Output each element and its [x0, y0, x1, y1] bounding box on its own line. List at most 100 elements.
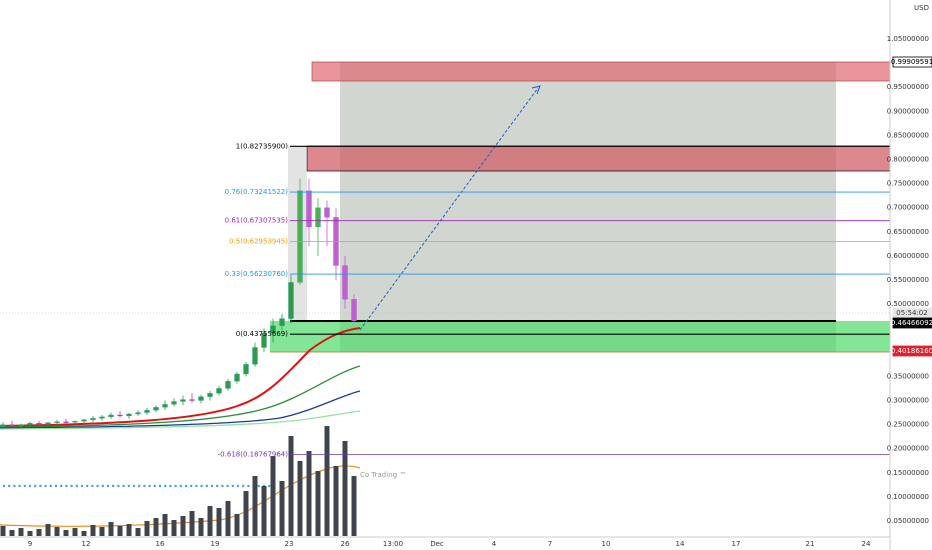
fib-label: -0.618(0.18767964)	[218, 451, 289, 459]
indicator-dots	[2, 484, 271, 488]
volume-bar	[225, 501, 231, 536]
price-label: 0.05000000	[887, 517, 929, 525]
support-zone	[270, 321, 893, 352]
candle-body	[342, 265, 348, 300]
volume-bar	[63, 530, 69, 536]
dot	[80, 484, 84, 488]
dot	[49, 484, 52, 488]
price-label: 0.50000000	[887, 300, 929, 308]
dot	[91, 484, 94, 488]
tag-bg	[892, 56, 932, 68]
volume-bar	[54, 527, 60, 536]
price-axis-bg	[890, 0, 932, 550]
dot	[106, 484, 110, 488]
dot	[13, 484, 16, 488]
candle-body	[135, 412, 141, 415]
candle-body	[9, 424, 15, 426]
volume-bar	[198, 518, 204, 536]
volume-bar	[207, 506, 213, 536]
fib-label: 0.33(0.56230760)	[225, 270, 289, 278]
price-label: 0.65000000	[887, 228, 929, 236]
candle-body	[171, 401, 177, 405]
price-label: 0.95000000	[887, 83, 929, 91]
dot	[231, 484, 234, 488]
dot	[158, 484, 162, 488]
volume-bar	[216, 508, 222, 536]
price-label: 0.10000000	[887, 493, 929, 501]
dot	[221, 484, 224, 488]
dot	[34, 484, 37, 488]
volume-bar	[144, 521, 150, 536]
volume-bar	[108, 522, 114, 536]
dot	[179, 484, 182, 488]
volume-bar	[153, 518, 159, 536]
time-label: 13:00	[383, 540, 403, 548]
ma-green	[0, 365, 361, 428]
projection-box	[340, 62, 836, 352]
ma-light	[0, 410, 361, 430]
dot	[8, 484, 11, 488]
time-label: 19	[211, 540, 220, 548]
volume-bar	[351, 476, 357, 536]
time-label: 26	[341, 540, 350, 548]
volume-bar	[99, 527, 105, 536]
fib-levels: 1(0.82735900) 0.76(0.73241522) 0.61(0.6730…	[218, 142, 893, 459]
price-tags: 0.99909591 05:54:02 0.46466092 0.40186160	[891, 56, 932, 357]
volume-bar	[243, 491, 249, 536]
dot	[169, 484, 172, 488]
candle-body	[243, 364, 249, 375]
drawings	[0, 61, 894, 527]
dot	[216, 484, 219, 488]
dot	[127, 484, 130, 488]
dot	[28, 484, 32, 488]
time-label: 4	[492, 540, 497, 548]
candles	[0, 178, 357, 430]
price-label: 0.35000000	[887, 372, 929, 380]
dot	[148, 484, 151, 488]
time-label: 17	[732, 540, 741, 548]
volume-bar	[252, 476, 258, 536]
dot	[184, 484, 188, 488]
forecast-arrow	[359, 87, 539, 331]
volume-bar	[171, 520, 177, 536]
dot	[242, 484, 245, 488]
volume-bar	[9, 530, 15, 536]
candle-body	[324, 207, 330, 218]
price-tag: 0.46466092	[891, 319, 932, 327]
tag-bg	[892, 317, 932, 329]
dot	[117, 484, 120, 488]
candle-body	[279, 318, 285, 326]
price-label: 0.75000000	[887, 180, 929, 188]
candle-body	[18, 424, 24, 426]
volume-bar	[315, 471, 321, 536]
fib-label: 0.61(0.67307535)	[225, 217, 289, 225]
dot	[236, 484, 240, 488]
volume-bar	[279, 481, 285, 536]
candle-body	[108, 414, 114, 418]
dot	[54, 484, 58, 488]
dot	[122, 484, 125, 488]
candle-body	[288, 282, 294, 319]
fib-label: 0.5(0.62953945)	[229, 238, 288, 246]
dot	[75, 484, 79, 488]
price-label: 0.80000000	[887, 156, 929, 164]
price-label: 0.60000000	[887, 252, 929, 260]
volume-bar	[126, 524, 132, 536]
time-label: 10	[602, 540, 611, 548]
volume-bar	[45, 524, 51, 536]
plot-bg	[0, 0, 890, 537]
volume-bar	[306, 451, 312, 536]
time-label: 7	[548, 540, 552, 548]
dot	[174, 484, 177, 488]
time-label: 9	[28, 540, 32, 548]
volume-bar	[333, 466, 339, 536]
candle-body	[315, 207, 321, 228]
fib-label: 1(0.82735900)	[236, 142, 288, 150]
candle-body	[117, 414, 123, 417]
price-label: 0.85000000	[887, 131, 929, 139]
volume-bar	[180, 516, 186, 536]
ma-red	[0, 327, 361, 427]
candle-body	[207, 393, 213, 397]
volume-bar	[72, 528, 78, 536]
